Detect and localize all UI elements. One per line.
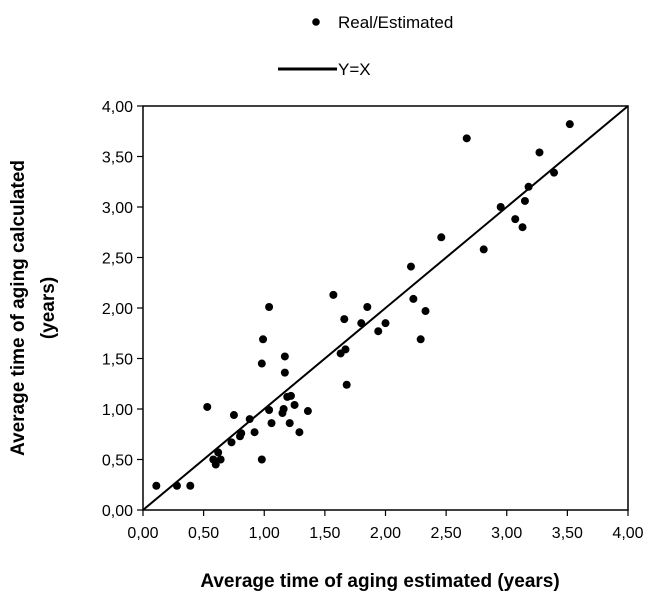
data-point: [421, 307, 430, 316]
data-point: [259, 335, 268, 344]
data-point: [479, 245, 488, 254]
data-point: [511, 215, 520, 224]
y-tick-label: 1,00: [102, 402, 133, 419]
y-tick-label: 1,50: [102, 352, 133, 369]
data-point: [257, 359, 266, 368]
data-point: [265, 302, 274, 311]
data-point: [286, 391, 295, 400]
data-point: [285, 419, 294, 428]
data-point: [279, 405, 288, 413]
data-point: [295, 428, 304, 437]
y-equals-x-line: [142, 105, 629, 511]
data-point: [329, 290, 338, 299]
y-tick-label: 4,00: [102, 99, 133, 116]
data-point: [340, 315, 349, 324]
data-point: [237, 429, 246, 438]
data-point: [152, 481, 161, 490]
data-point: [565, 120, 574, 129]
y-tick-label: 0,00: [102, 503, 133, 520]
data-point: [381, 319, 390, 328]
data-point: [303, 407, 312, 416]
data-point: [257, 455, 266, 464]
y-axis-title-line1: Average time of aging calculated: [8, 160, 29, 456]
y-tick-label: 3,50: [102, 150, 133, 167]
data-point: [172, 481, 181, 490]
data-point: [290, 400, 299, 409]
data-point: [216, 455, 225, 464]
x-tick-label: 2,00: [370, 525, 401, 542]
y-axis: 0,00 0,50 1,00 1,50 2,00 2,50 3,00 3,50 4,00: [102, 99, 143, 520]
data-point: [406, 262, 415, 271]
data-point: [280, 368, 289, 377]
data-point: [462, 134, 471, 143]
data-point: [280, 352, 289, 361]
data-point: [250, 428, 259, 437]
legend-label-real-estimated: Real/Estimated: [338, 13, 453, 32]
data-point: [267, 419, 276, 428]
legend-marker-real-estimated: [312, 18, 320, 26]
data-point: [341, 345, 350, 354]
x-tick-label: 3,00: [491, 525, 522, 542]
data-point: [214, 448, 223, 457]
x-tick-label: 3,50: [552, 525, 583, 542]
data-point: [265, 406, 274, 415]
x-tick-label: 1,50: [309, 525, 340, 542]
data-point: [524, 182, 533, 191]
data-point: [550, 168, 559, 177]
y-equals-x-line-layer: [142, 105, 629, 511]
x-tick-label: 1,00: [249, 525, 280, 542]
data-point: [496, 203, 505, 211]
y-tick-label: 2,00: [102, 301, 133, 318]
data-point: [342, 380, 351, 389]
y-tick-label: 3,00: [102, 200, 133, 217]
data-point: [374, 327, 383, 336]
data-point: [211, 460, 220, 469]
data-point: [518, 223, 527, 232]
x-tick-label: 2,50: [431, 525, 462, 542]
data-point: [227, 438, 236, 447]
data-point: [416, 335, 425, 344]
legend-label-y-equals-x: Y=X: [338, 60, 371, 79]
data-point: [437, 233, 446, 242]
data-point: [520, 196, 529, 205]
data-points: [152, 120, 574, 490]
x-tick-label: 0,50: [188, 525, 219, 542]
y-tick-label: 2,50: [102, 251, 133, 268]
legend: Real/Estimated Y=X: [278, 13, 453, 79]
data-point: [357, 319, 366, 328]
data-point: [363, 302, 372, 311]
x-tick-label: 0,00: [127, 525, 158, 542]
data-point: [203, 402, 212, 411]
data-point: [409, 294, 418, 303]
x-axis: 0,00 0,50 1,00 1,50 2,00 2,50 3,00 3,50 4,00: [127, 510, 644, 542]
data-point: [186, 481, 195, 490]
data-point: [535, 148, 544, 157]
data-point: [229, 411, 238, 420]
x-tick-label: 4,00: [612, 525, 643, 542]
x-axis-title: Average time of aging estimated (years): [200, 571, 559, 592]
data-point: [245, 415, 254, 424]
y-axis-title-line2: (years): [38, 277, 59, 339]
y-tick-label: 0,50: [102, 453, 133, 470]
